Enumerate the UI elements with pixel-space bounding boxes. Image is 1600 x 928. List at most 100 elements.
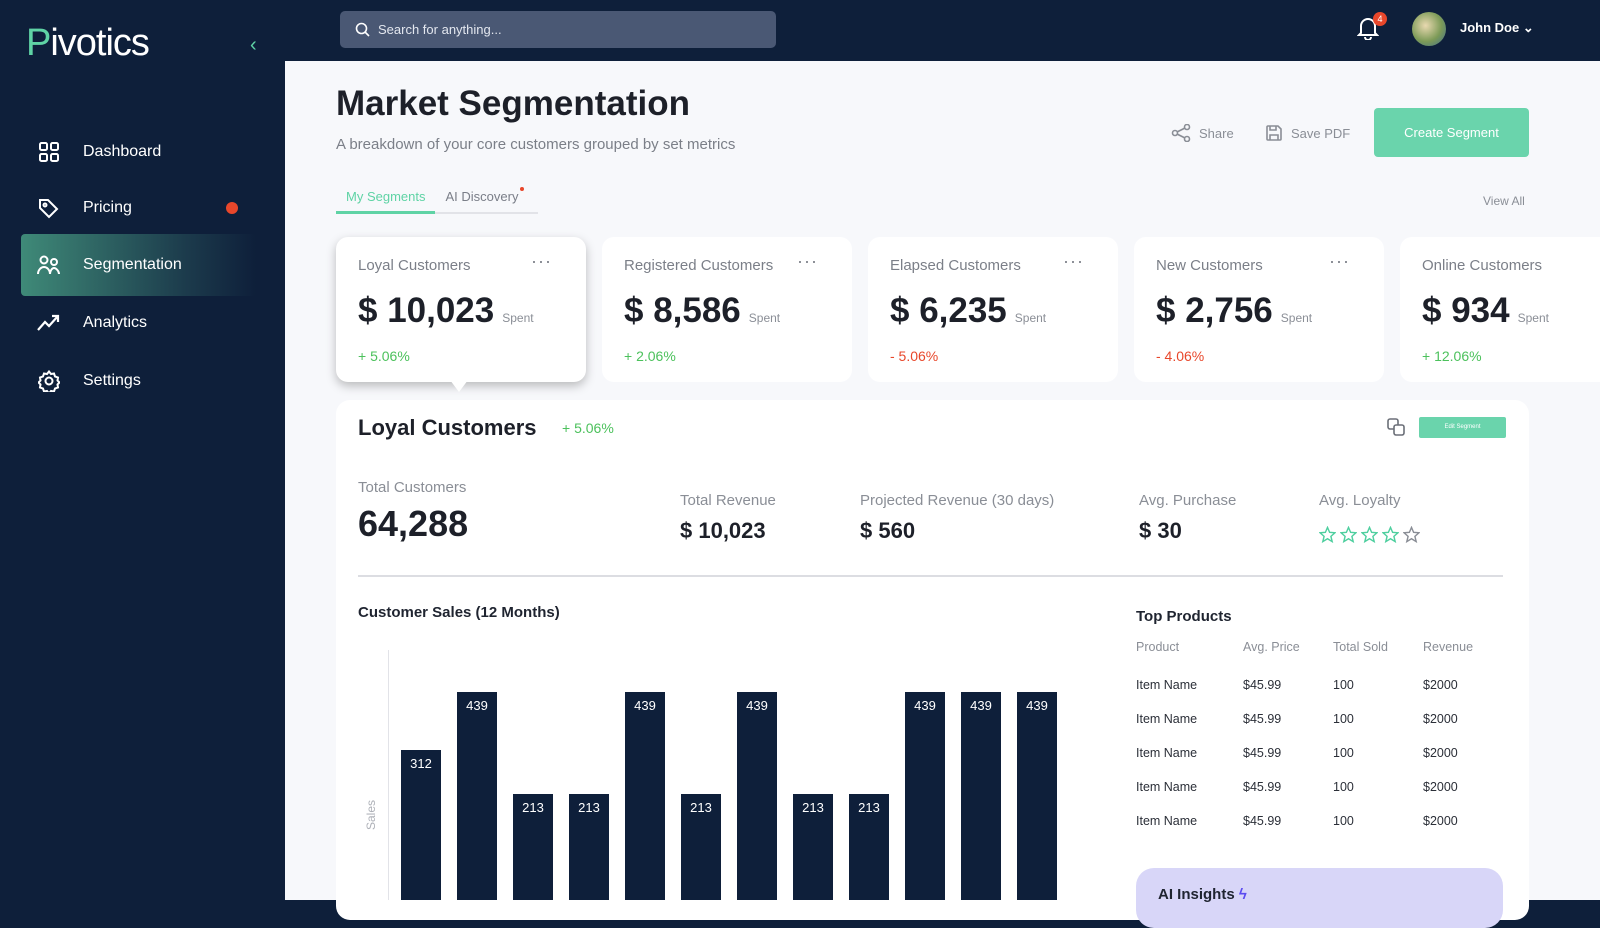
detail-change: + 5.06% [562, 420, 614, 436]
notification-badge: 4 [1373, 12, 1387, 26]
sidebar: Pivotics ‹ Dashboard Pricing Segmentatio… [0, 0, 285, 900]
bar-value-label: 439 [914, 698, 936, 714]
save-icon [1266, 125, 1282, 141]
card-value: $ 934 Spent [1422, 291, 1549, 331]
column-header: Total Sold [1333, 640, 1388, 654]
bar-value-label: 439 [466, 698, 488, 714]
logo[interactable]: Pivotics [26, 22, 150, 64]
segment-card[interactable]: Elapsed Customers ··· $ 6,235 Spent - 5.0… [868, 237, 1118, 382]
table-row[interactable]: Item Name $45.99 100 $2000 [1136, 702, 1503, 736]
segment-card[interactable]: Loyal Customers ··· $ 10,023 Spent + 5.06… [336, 237, 586, 382]
sidebar-item-segmentation[interactable]: Segmentation [21, 234, 256, 296]
search-placeholder: Search for anything... [378, 22, 502, 37]
card-amount: $ 6,235 [890, 291, 1007, 330]
duplicate-icon[interactable] [1387, 418, 1405, 441]
table-cell: $45.99 [1243, 780, 1282, 794]
grid-icon [37, 140, 61, 164]
more-options-icon[interactable]: ··· [1329, 251, 1350, 271]
star-icon [1340, 526, 1357, 543]
chart-bar: 439 [961, 692, 1001, 900]
star-icon [1361, 526, 1378, 543]
table-cell: Item Name [1136, 712, 1198, 726]
sidebar-item-pricing[interactable]: Pricing [21, 177, 256, 239]
card-change: + 2.06% [624, 348, 676, 364]
table-row[interactable]: Item Name $45.99 100 $2000 [1136, 804, 1503, 838]
segment-card[interactable]: Online Customers $ 934 Spent + 12.06% [1400, 237, 1600, 382]
card-change: + 12.06% [1422, 348, 1482, 364]
table-cell: Item Name [1136, 814, 1198, 828]
segment-tabs: My Segments AI Discovery [336, 184, 538, 214]
total-customers-label: Total Customers [358, 479, 467, 496]
star-icon [1319, 526, 1336, 543]
table-cell: $2000 [1423, 746, 1458, 760]
table-cell: $45.99 [1243, 814, 1282, 828]
save-pdf-label: Save PDF [1291, 125, 1351, 141]
segment-card[interactable]: New Customers ··· $ 2,756 Spent - 4.06% [1134, 237, 1384, 382]
search-input[interactable]: Search for anything... [340, 11, 776, 48]
card-title: Registered Customers [624, 257, 774, 274]
table-cell: 100 [1333, 814, 1354, 828]
table-cell: Item Name [1136, 780, 1198, 794]
chart-bar: 213 [513, 794, 553, 900]
notification-dot [226, 202, 238, 214]
card-unit: Spent [1014, 311, 1047, 325]
chart-title: Customer Sales (12 Months) [358, 604, 560, 621]
share-button[interactable]: Share [1171, 124, 1234, 142]
card-amount: $ 2,756 [1156, 291, 1273, 330]
ai-insights-card[interactable]: AI Insights ϟ [1136, 868, 1503, 928]
avatar[interactable] [1412, 12, 1446, 46]
avg-loyalty-label: Avg. Loyalty [1319, 492, 1401, 509]
column-header: Avg. Price [1243, 640, 1300, 654]
sidebar-item-settings[interactable]: Settings [21, 350, 256, 412]
user-menu[interactable]: John Doe ⌄ [1460, 20, 1534, 36]
table-cell: $2000 [1423, 712, 1458, 726]
table-cell: 100 [1333, 678, 1354, 692]
avg-purchase-value: $ 30 [1139, 518, 1182, 543]
view-all-link[interactable]: View All [1483, 194, 1525, 208]
total-customers-value: 64,288 [358, 503, 469, 544]
total-revenue-label: Total Revenue [680, 492, 776, 509]
tab-label: AI Discovery [445, 189, 519, 204]
page-subtitle: A breakdown of your core customers group… [336, 136, 736, 153]
sidebar-item-label: Analytics [83, 314, 148, 331]
collapse-sidebar-icon[interactable]: ‹ [250, 34, 257, 56]
table-row[interactable]: Item Name $45.99 100 $2000 [1136, 668, 1503, 702]
table-row[interactable]: Item Name $45.99 100 $2000 [1136, 736, 1503, 770]
user-name: John Doe [1460, 20, 1520, 35]
segment-card[interactable]: Registered Customers ··· $ 8,586 Spent + … [602, 237, 852, 382]
more-options-icon[interactable]: ··· [797, 251, 818, 271]
table-cell: $45.99 [1243, 712, 1282, 726]
table-cell: 100 [1333, 712, 1354, 726]
tab-ai-discovery[interactable]: AI Discovery [435, 184, 528, 212]
selected-card-pointer [450, 380, 468, 392]
star-icon [1403, 526, 1420, 543]
chart-bar: 439 [625, 692, 665, 900]
bell-icon[interactable] [1356, 16, 1380, 45]
sidebar-item-dashboard[interactable]: Dashboard [21, 121, 256, 183]
bar-value-label: 213 [802, 800, 824, 816]
more-options-icon[interactable]: ··· [531, 251, 552, 271]
card-amount: $ 8,586 [624, 291, 741, 330]
divider [358, 575, 1503, 577]
table-row[interactable]: Item Name $45.99 100 $2000 [1136, 770, 1503, 804]
share-icon [1171, 124, 1191, 142]
bar-value-label: 439 [634, 698, 656, 714]
y-axis [388, 650, 389, 900]
avg-purchase-label: Avg. Purchase [1139, 492, 1237, 509]
gear-icon [37, 369, 61, 393]
edit-segment-button[interactable]: Edit Segment [1419, 417, 1506, 438]
more-options-icon[interactable]: ··· [1063, 251, 1084, 271]
card-change: + 5.06% [358, 348, 410, 364]
save-pdf-button[interactable]: Save PDF [1265, 124, 1350, 142]
table-cell: $45.99 [1243, 678, 1282, 692]
card-amount: $ 934 [1422, 291, 1510, 330]
table-cell: $45.99 [1243, 746, 1282, 760]
loyalty-rating [1319, 526, 1420, 543]
table-cell: 100 [1333, 780, 1354, 794]
chart-bar: 439 [905, 692, 945, 900]
chart-bar: 213 [793, 794, 833, 900]
create-segment-button[interactable]: Create Segment [1374, 108, 1529, 157]
tab-my-segments[interactable]: My Segments [336, 184, 436, 214]
search-icon [355, 22, 370, 37]
sidebar-item-analytics[interactable]: Analytics [21, 292, 256, 354]
